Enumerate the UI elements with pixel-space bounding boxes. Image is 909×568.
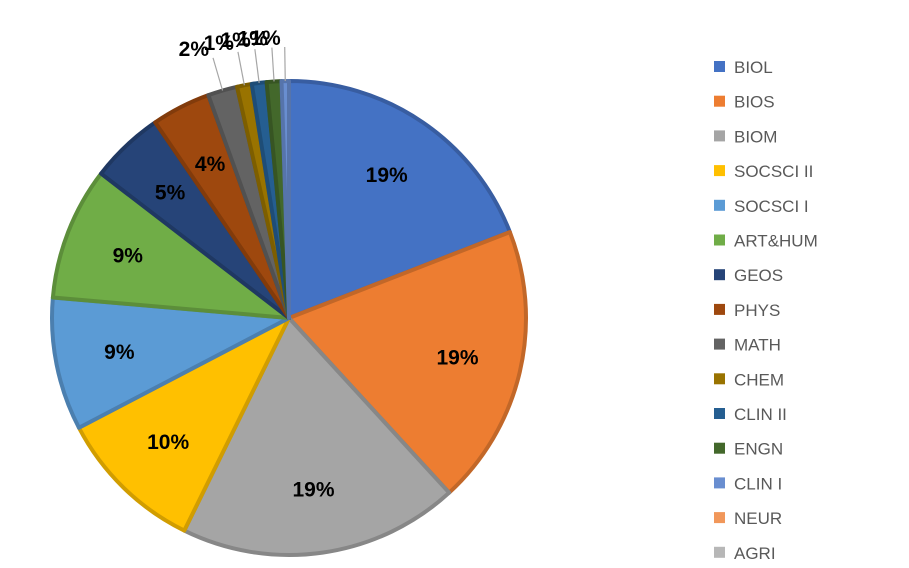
legend-item-biol: BIOL xyxy=(714,58,773,77)
data-labels: 19%19%19%10%9%9%5%4%2%1%1%1%1% xyxy=(104,27,479,501)
legend-label-socsci-i: SOCSCI I xyxy=(734,197,809,216)
legend-label-engn: ENGN xyxy=(734,440,783,459)
legend-item-bios: BIOS xyxy=(714,93,775,112)
legend-item-agri: AGRI xyxy=(714,544,776,563)
legend-label-math: MATH xyxy=(734,336,781,355)
legend-label-biom: BIOM xyxy=(734,127,777,146)
legend-item-artandhum: ART&HUM xyxy=(714,232,818,251)
legend-label-geos: GEOS xyxy=(734,266,783,285)
legend-swatch-socsci-ii xyxy=(714,165,725,177)
leader-line-chem xyxy=(237,51,245,86)
data-label-biol: 19% xyxy=(366,164,408,187)
legend-label-neur: NEUR xyxy=(734,509,782,528)
legend-item-clin-ii: CLIN II xyxy=(714,405,787,424)
data-label-artandhum: 9% xyxy=(113,244,144,267)
data-label-math: 2% xyxy=(179,38,210,61)
pie-slice-artandhum xyxy=(50,171,291,320)
data-label-phys: 4% xyxy=(195,153,226,176)
legend-swatch-clin-ii xyxy=(714,408,725,419)
legend-item-chem: CHEM xyxy=(714,370,784,389)
legend-label-biol: BIOL xyxy=(734,58,773,77)
legend-label-artandhum: ART&HUM xyxy=(734,232,818,251)
legend-item-biom: BIOM xyxy=(714,127,777,146)
leader-line-clin-i xyxy=(284,47,286,82)
data-label-socsci-ii: 10% xyxy=(147,431,189,454)
legend-swatch-artandhum xyxy=(714,234,725,246)
pie-slice-biol xyxy=(287,79,512,320)
legend: BIOL BIOS BIOM SOCSCI II SOCSCI I ART&HUM GEOS… xyxy=(714,58,818,563)
legend-label-phys: PHYS xyxy=(734,301,780,320)
legend-swatch-chem xyxy=(714,373,725,385)
data-label-geos: 5% xyxy=(155,181,186,204)
pie-slices xyxy=(50,79,528,557)
legend-item-phys: PHYS xyxy=(714,301,780,320)
data-label-engn: 1% xyxy=(238,28,269,51)
legend-item-socsci-i: SOCSCI I xyxy=(714,197,809,216)
legend-swatch-engn xyxy=(714,442,725,454)
data-label-socsci-i: 9% xyxy=(104,341,135,364)
legend-swatch-bios xyxy=(714,95,725,107)
legend-swatch-phys xyxy=(714,303,725,315)
pie-slice-socsci-ii xyxy=(76,316,291,533)
leader-line-math xyxy=(212,57,224,91)
legend-item-math: MATH xyxy=(714,336,781,355)
legend-label-bios: BIOS xyxy=(734,93,775,112)
data-label-clin-ii: 1% xyxy=(221,29,252,52)
legend-label-socsci-ii: SOCSCI II xyxy=(734,162,813,181)
legend-label-chem: CHEM xyxy=(734,370,784,389)
legend-swatch-math xyxy=(714,338,725,350)
data-label-chem: 1% xyxy=(204,32,235,55)
legend-item-engn: ENGN xyxy=(714,440,783,459)
pie-slice-bios xyxy=(287,230,528,495)
data-label-clin-i: 1% xyxy=(250,27,281,50)
legend-swatch-biol xyxy=(714,61,725,72)
pie-slice-socsci-i xyxy=(50,295,291,430)
legend-swatch-geos xyxy=(714,269,725,281)
legend-swatch-neur xyxy=(714,512,725,524)
legend-item-geos: GEOS xyxy=(714,266,783,285)
legend-label-clin-ii: CLIN II xyxy=(734,405,787,424)
pie-slice-biom xyxy=(182,316,452,557)
legend-label-clin-i: CLIN I xyxy=(734,474,782,493)
leader-line-engn xyxy=(271,47,275,82)
legend-swatch-agri xyxy=(714,546,725,558)
legend-swatch-biom xyxy=(714,130,725,142)
leader-line-clin-ii xyxy=(254,49,260,83)
legend-item-clin-i: CLIN I xyxy=(714,474,782,493)
data-label-bios: 19% xyxy=(436,346,478,369)
legend-swatch-socsci-i xyxy=(714,199,725,211)
legend-item-neur: NEUR xyxy=(714,509,782,528)
data-label-biom: 19% xyxy=(292,478,334,501)
legend-item-socsci-ii: SOCSCI II xyxy=(714,162,813,181)
legend-swatch-clin-i xyxy=(714,477,725,489)
leader-lines xyxy=(212,47,286,91)
legend-label-agri: AGRI xyxy=(734,544,776,563)
